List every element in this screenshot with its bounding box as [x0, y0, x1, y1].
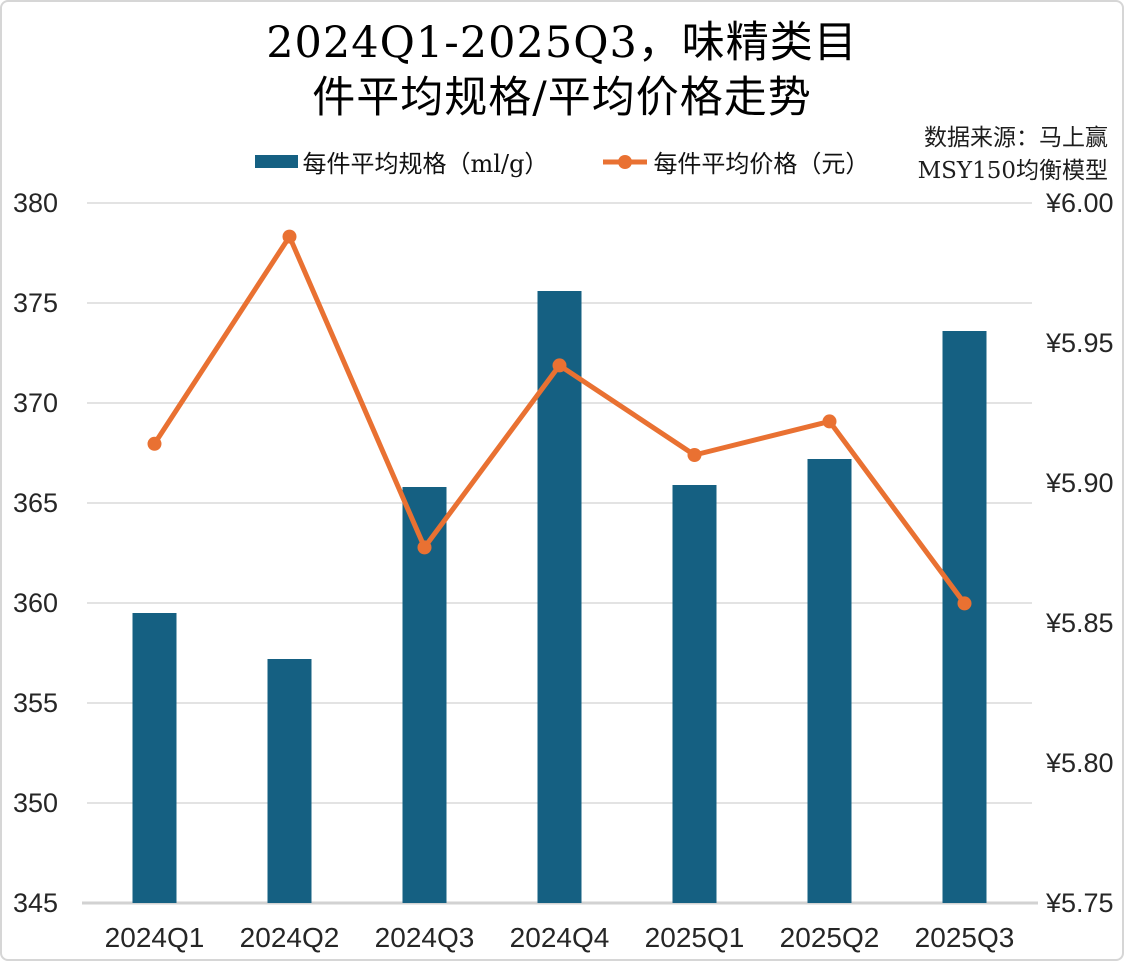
- price-point-2024Q2: [282, 229, 297, 244]
- category-label-2024Q2: 2024Q2: [240, 922, 340, 953]
- chart-title: 2024Q1-2025Q3，味精类目 件平均规格/平均价格走势: [2, 16, 1122, 126]
- right-tick-label: ¥5.90: [1045, 468, 1114, 498]
- category-label-2025Q3: 2025Q3: [915, 922, 1015, 953]
- category-label-2025Q2: 2025Q2: [780, 922, 880, 953]
- line-series: [147, 229, 972, 611]
- legend-marker-dot: [618, 154, 633, 169]
- category-label-2024Q3: 2024Q3: [375, 922, 475, 953]
- right-tick-label: ¥5.85: [1045, 608, 1114, 638]
- legend-item-price: 每件平均价格（元）: [602, 144, 869, 179]
- right-tick-label: ¥5.95: [1045, 328, 1114, 358]
- price-point-2024Q3: [417, 540, 432, 555]
- category-label-2025Q1: 2025Q1: [645, 922, 745, 953]
- bar-series: [132, 291, 987, 903]
- price-point-2024Q1: [147, 436, 162, 451]
- category-label-2024Q4: 2024Q4: [510, 922, 610, 953]
- legend: 每件平均规格（ml/g） 每件平均价格（元）: [2, 144, 1122, 179]
- bar-2025Q1: [672, 485, 717, 903]
- bar-2025Q3: [942, 331, 987, 903]
- legend-label-price: 每件平均价格（元）: [653, 150, 870, 178]
- right-tick-label: ¥6.00: [1045, 188, 1114, 218]
- price-point-2025Q1: [687, 448, 702, 462]
- chart-title-line1: 2024Q1-2025Q3，味精类目: [266, 18, 858, 68]
- bar-2024Q2: [267, 659, 312, 903]
- left-tick-label: 350: [13, 788, 58, 818]
- data-source-line2: MSY150均衡模型: [917, 158, 1108, 184]
- bar-2025Q2: [807, 459, 852, 903]
- price-point-2025Q2: [822, 414, 837, 429]
- legend-label-spec: 每件平均规格（ml/g）: [302, 150, 549, 178]
- left-axis-labels: 380 375 370 365 360 355 350 345: [13, 188, 58, 918]
- price-point-2024Q4: [552, 358, 567, 373]
- right-tick-label: ¥5.80: [1045, 748, 1114, 778]
- chart-title-line2: 件平均规格/平均价格走势: [312, 73, 812, 123]
- left-tick-label: 345: [13, 888, 58, 918]
- right-tick-label: ¥5.75: [1045, 888, 1114, 918]
- bar-2024Q1: [132, 613, 177, 903]
- left-tick-label: 360: [13, 588, 58, 618]
- category-labels: 2024Q1 2024Q2 2024Q3 2024Q4 2025Q1 2025Q2 2025…: [105, 922, 1015, 953]
- left-tick-label: 380: [13, 188, 58, 218]
- data-source: 数据来源：马上赢 MSY150均衡模型: [918, 122, 1108, 188]
- bar-2024Q3: [402, 487, 447, 903]
- price-point-2025Q3: [957, 596, 972, 611]
- line-series-marker-icon: [603, 154, 648, 169]
- left-tick-label: 370: [13, 388, 58, 418]
- right-axis-labels: ¥6.00 ¥5.95 ¥5.90 ¥5.85 ¥5.80 ¥5.75: [1045, 188, 1114, 918]
- bar-series-swatch-icon: [254, 155, 298, 168]
- left-tick-label: 375: [13, 288, 58, 318]
- left-tick-label: 365: [13, 488, 58, 518]
- bar-2024Q4: [537, 291, 582, 903]
- left-tick-label: 355: [13, 688, 58, 718]
- legend-item-spec: 每件平均规格（ml/g）: [254, 144, 549, 179]
- category-label-2024Q1: 2024Q1: [105, 922, 205, 953]
- data-source-line1: 数据来源：马上赢: [924, 125, 1108, 151]
